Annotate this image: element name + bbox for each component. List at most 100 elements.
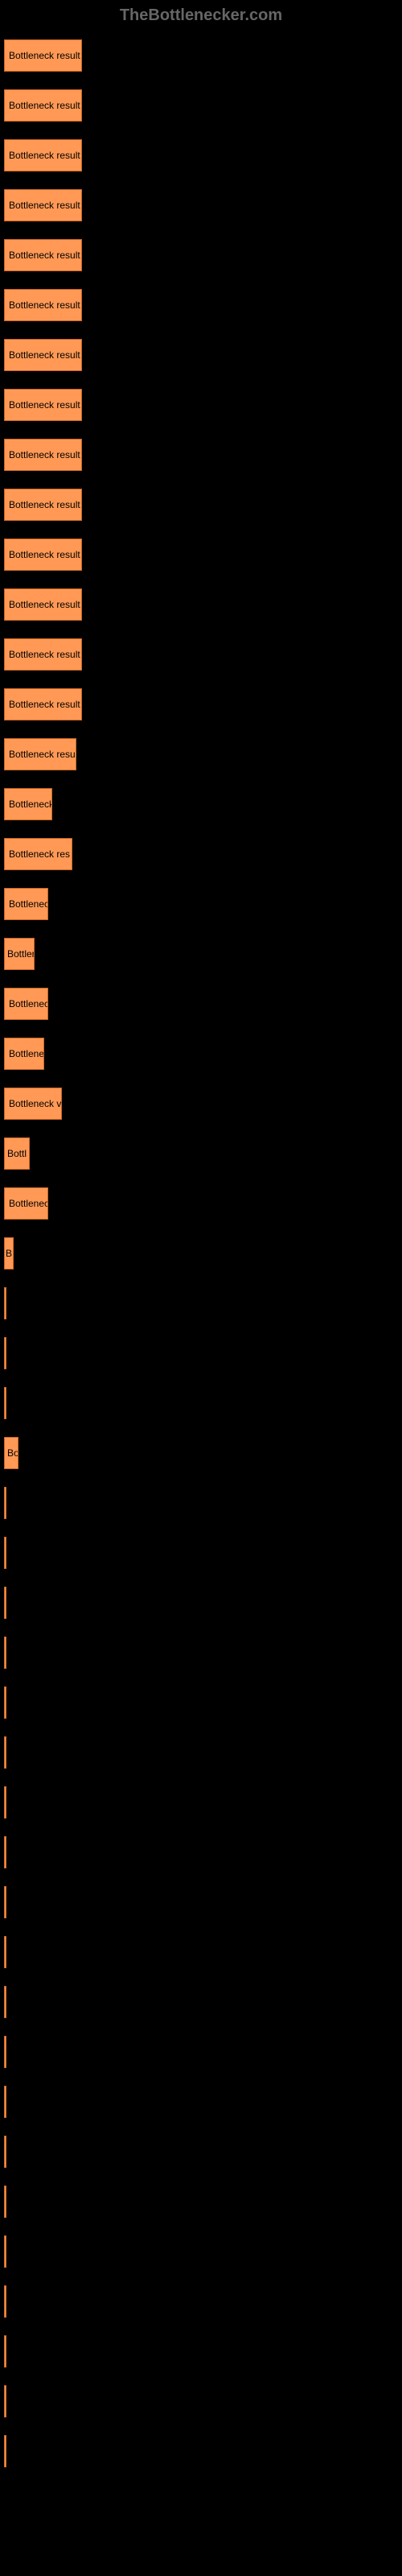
bar [4,1786,6,1818]
header: TheBottlenecker.com [0,0,402,31]
bar: Bottleneck res [4,838,72,870]
bar [4,1287,6,1319]
bar-row: Bottleneck result [4,389,398,421]
bar-label: Bottleneck result [9,50,80,61]
bar-label: Bottleneck result [9,549,80,560]
bar-label: Bottlenec [9,998,48,1009]
bar-row [4,1886,398,1918]
bar-row [4,1637,398,1669]
bar-label: Bottleneck result [9,399,80,411]
bar-row [4,1686,398,1719]
bar-label: Bottler [7,948,35,960]
bar: Bottleneck resu [4,738,76,770]
bar-row [4,2285,398,2318]
bar-label: Bottleneck [9,799,52,810]
site-title: TheBottlenecker.com [120,6,282,24]
bar: Bottlenec [4,888,48,920]
bar [4,2086,6,2118]
bar: Bottleneck result [4,439,82,471]
bar [4,1686,6,1719]
bar-label: Bottleneck result [9,599,80,610]
bar-label: Bottleneck result [9,349,80,361]
bar: Bottleneck v [4,1088,62,1120]
bar [4,1387,6,1419]
bar [4,2335,6,2368]
bar: Bottleneck result [4,539,82,571]
bar-label: Bottleneck result [9,649,80,660]
bar [4,1986,6,2018]
bar [4,2435,6,2467]
bar: Bottleneck result [4,289,82,321]
bar-label: Bottleneck result [9,699,80,710]
bar: Bottleneck result [4,638,82,671]
bar [4,1637,6,1669]
bar-row [4,2385,398,2417]
bar-row: Bottleneck result [4,588,398,621]
bar-row: Bottleneck resu [4,738,398,770]
bar-row [4,1587,398,1619]
bar-row: Bottleneck result [4,39,398,72]
bar-label: Bottlenec [9,1198,48,1209]
bar-row: Bottlenec [4,988,398,1020]
bar-label: Bottleneck result [9,150,80,161]
bar: Bottleneck result [4,389,82,421]
bar [4,2235,6,2268]
bar: B [4,1237,14,1269]
bar-row: Bo [4,1437,398,1469]
bar-row: Bottleneck result [4,439,398,471]
bar-row: Bottleneck result [4,339,398,371]
bar-row [4,1337,398,1369]
bar-row: Bottleneck result [4,539,398,571]
bar: Bottler [4,938,35,970]
bar-row [4,1836,398,1868]
bar [4,1936,6,1968]
bar [4,1736,6,1769]
bar: Bottleneck result [4,489,82,521]
bar [4,2136,6,2168]
bar [4,1587,6,1619]
bar-row [4,1986,398,2018]
bar-label: Bottleneck result [9,250,80,261]
bar-row: B [4,1237,398,1269]
bar-label: Bottleneck result [9,499,80,510]
bar: Bottleneck result [4,688,82,720]
bar-row [4,2335,398,2368]
bar-row: Bottleneck [4,788,398,820]
bar [4,2285,6,2318]
bar-row: Bottlenec [4,888,398,920]
bar [4,2036,6,2068]
bar [4,1886,6,1918]
bar: Bottlenec [4,1187,48,1220]
bar-label: Bottleneck resu [9,749,76,760]
bar-row: Bottlene [4,1038,398,1070]
bar-label: Bottleneck res [9,848,70,860]
bar: Bottl [4,1137,30,1170]
bar-row [4,1786,398,1818]
bar-row [4,2186,398,2218]
bar-row: Bottleneck result [4,289,398,321]
bar [4,1537,6,1569]
bar-label: Bottleneck v [9,1098,61,1109]
bar: Bottleneck result [4,339,82,371]
bar [4,1836,6,1868]
bar: Bottlenec [4,988,48,1020]
bar-row: Bottleneck result [4,89,398,122]
bar: Bo [4,1437,18,1469]
bar: Bottleneck result [4,239,82,271]
bar-label: Bottlenec [9,898,48,910]
bar-row [4,1736,398,1769]
bar-row: Bottleneck result [4,688,398,720]
bar-row [4,1537,398,1569]
bar-row: Bottleneck result [4,638,398,671]
bar: Bottleneck result [4,39,82,72]
bar-row: Bottlenec [4,1187,398,1220]
bar-row: Bottleneck res [4,838,398,870]
bar: Bottleneck result [4,189,82,221]
bar-row [4,2235,398,2268]
bar [4,1337,6,1369]
bar-row [4,1287,398,1319]
bar: Bottleneck [4,788,52,820]
bar-row: Bottler [4,938,398,970]
bar-label: Bo [7,1447,18,1459]
bar-label: Bottleneck result [9,100,80,111]
